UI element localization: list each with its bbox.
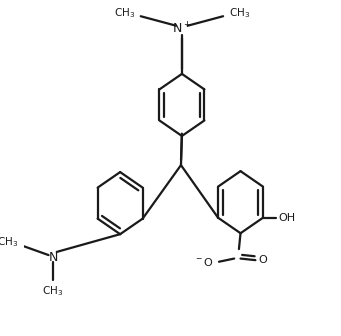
Text: CH$_3$: CH$_3$ [229, 6, 250, 20]
Text: O: O [258, 255, 267, 265]
Text: OH: OH [278, 213, 295, 223]
Text: CH$_3$: CH$_3$ [0, 236, 18, 249]
Text: CH$_3$: CH$_3$ [42, 285, 63, 298]
Text: $^-$O: $^-$O [194, 256, 214, 268]
Text: N: N [48, 251, 58, 264]
Text: N$^+$: N$^+$ [172, 21, 192, 37]
Text: CH$_3$: CH$_3$ [114, 6, 135, 20]
